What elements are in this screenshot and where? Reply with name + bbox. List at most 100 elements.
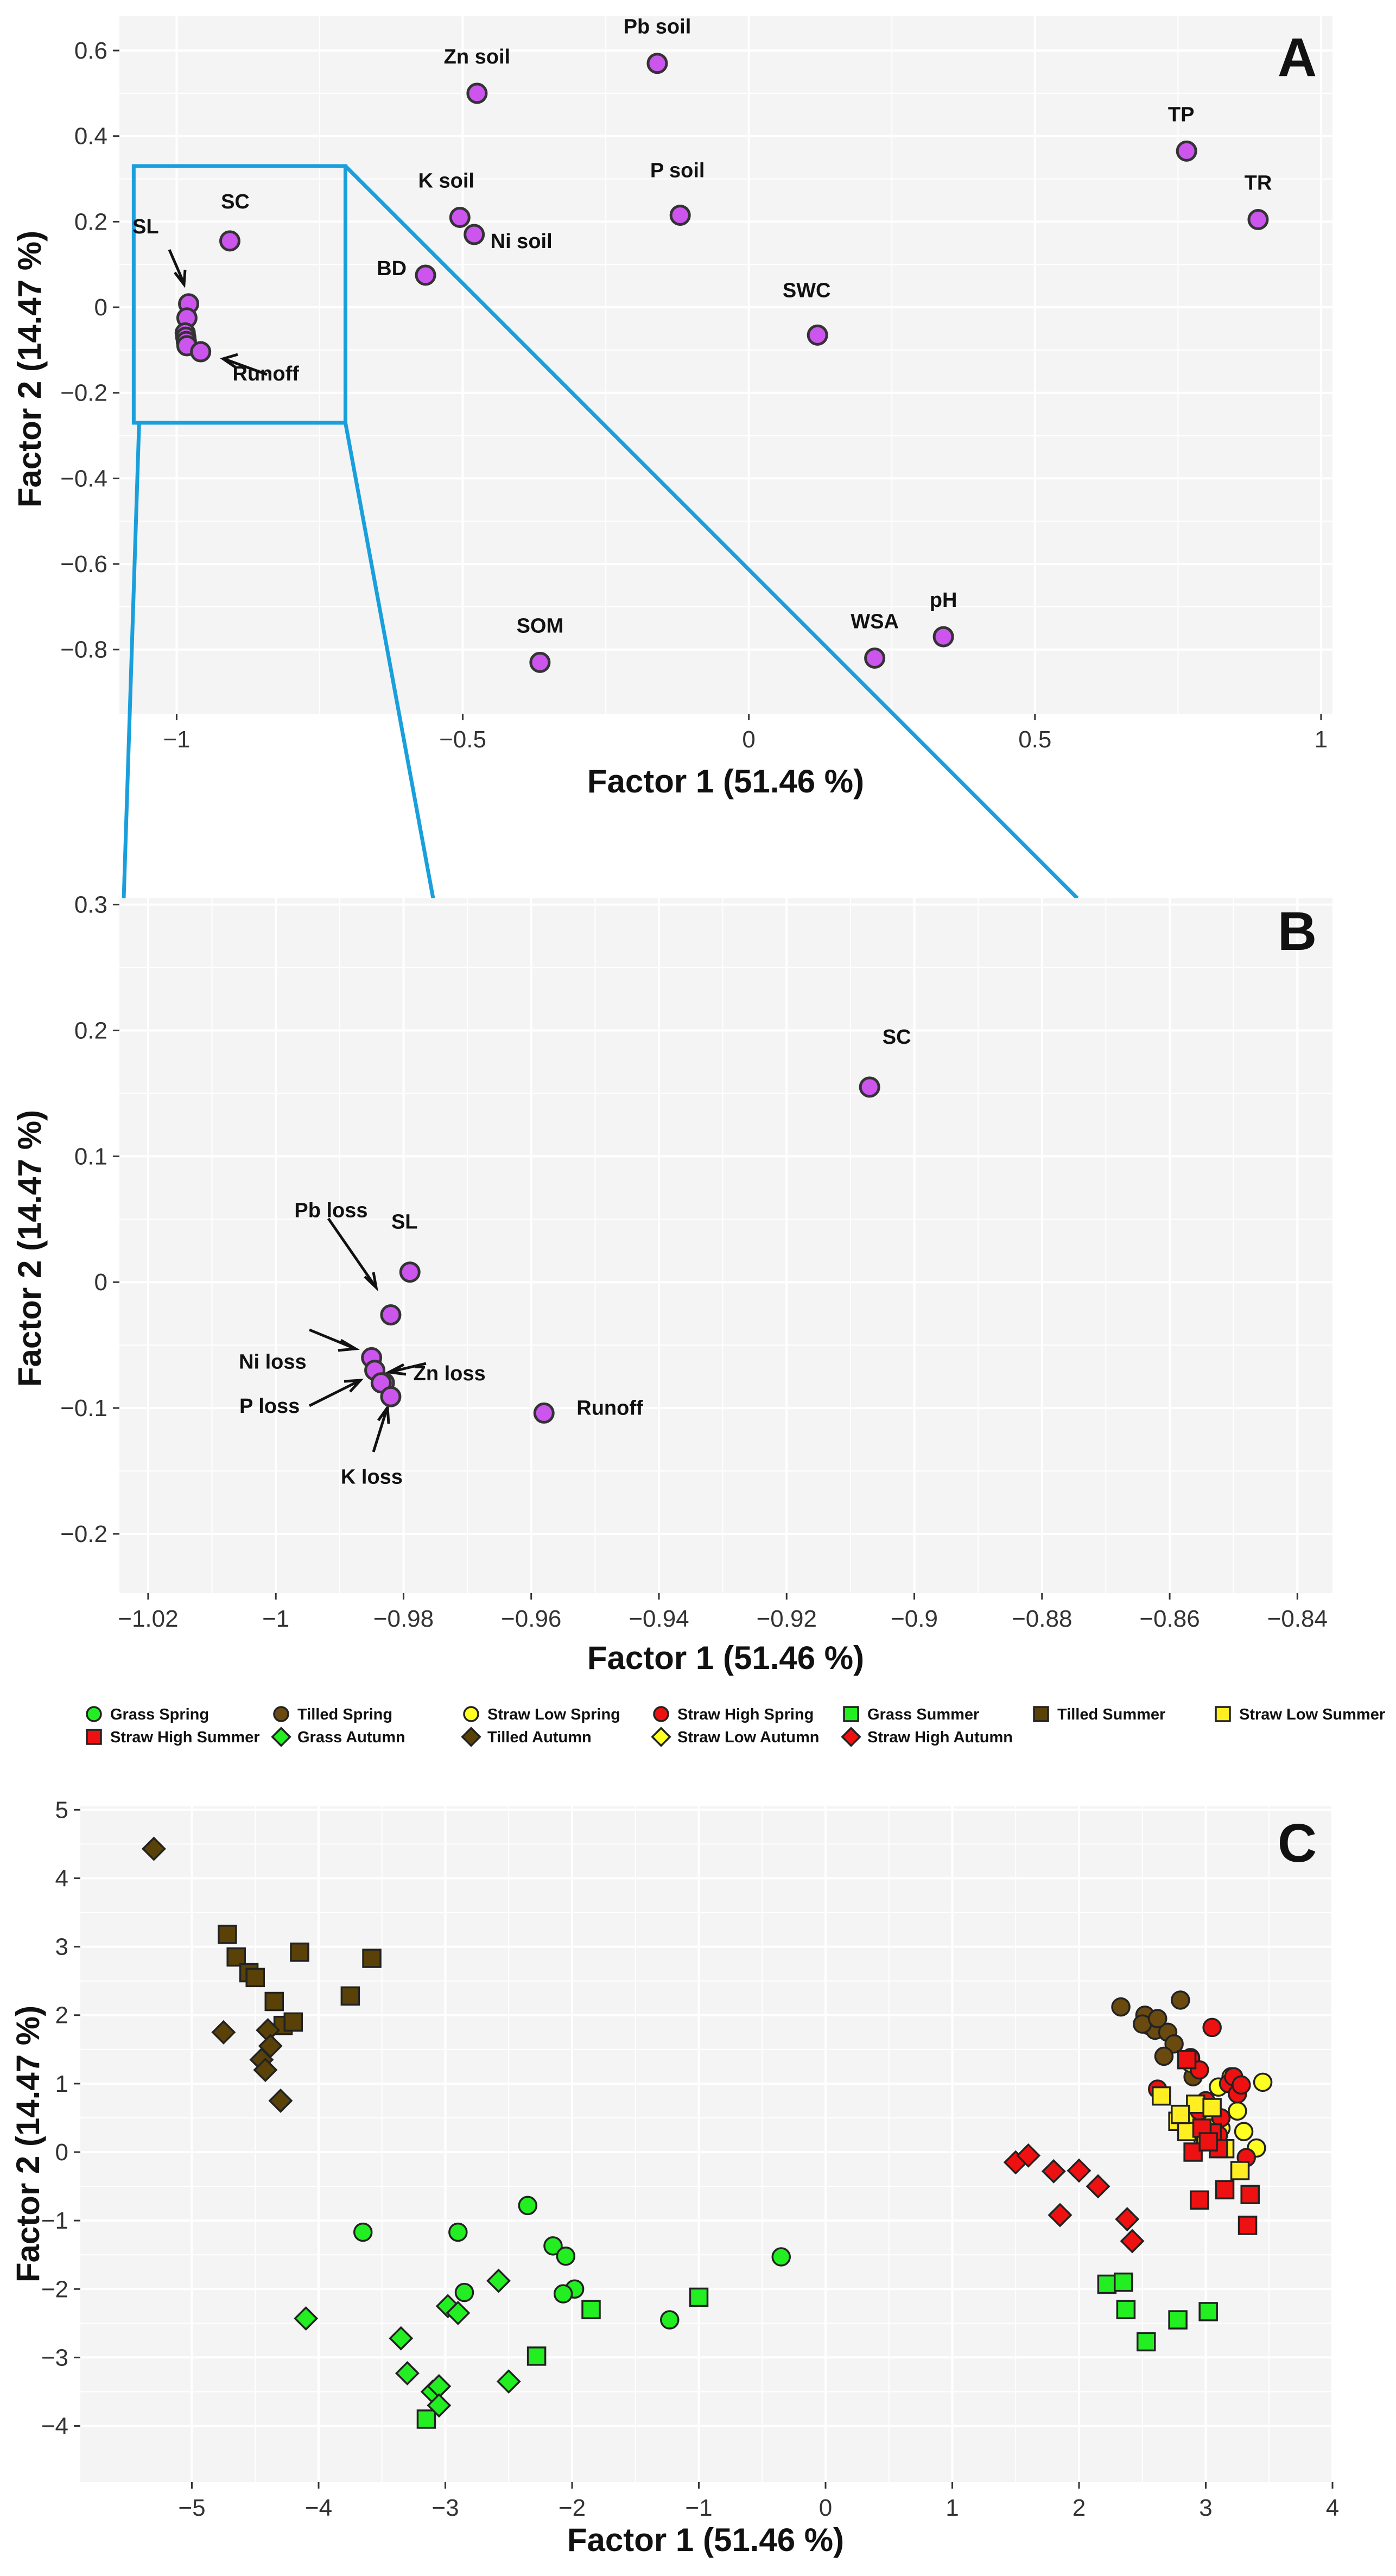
panel-b-letter: B bbox=[1278, 901, 1317, 962]
point-tr bbox=[1247, 208, 1269, 230]
point-straw-low-summer bbox=[1202, 2098, 1222, 2117]
point-bd bbox=[415, 264, 436, 286]
point-label: SL bbox=[391, 1211, 418, 1234]
x-tick-label: −5 bbox=[178, 2495, 205, 2521]
x-tick-label: 0 bbox=[819, 2495, 832, 2521]
point-grass-summer bbox=[526, 2346, 547, 2366]
y-tick-label: −0.6 bbox=[60, 551, 107, 578]
point-straw-low-summer bbox=[1230, 2161, 1250, 2180]
y-tick-label: 0 bbox=[94, 1269, 107, 1296]
point-straw-low-spring bbox=[1253, 2072, 1273, 2092]
point-straw-high-autumn bbox=[1115, 2207, 1140, 2232]
point-straw-high-summer bbox=[1215, 2180, 1235, 2200]
point-grass-autumn bbox=[294, 2306, 319, 2331]
y-tick-label: −0.2 bbox=[60, 1521, 107, 1547]
legend-item-straw-low-summer: Straw Low Summer bbox=[1215, 1706, 1385, 1723]
connector-left bbox=[122, 422, 141, 899]
y-tick-label: 0.6 bbox=[74, 37, 107, 64]
point-tilled-autumn bbox=[258, 2034, 283, 2058]
legend-label: Tilled Autumn bbox=[487, 1729, 592, 1746]
legend-marker bbox=[841, 1727, 861, 1747]
legend-item-straw-high-spring: Straw High Spring bbox=[653, 1706, 814, 1723]
legend-label: Grass Spring bbox=[110, 1706, 209, 1723]
point-tilled-spring bbox=[1164, 2034, 1184, 2054]
x-tick-label: −4 bbox=[305, 2495, 332, 2521]
point-grass-autumn bbox=[395, 2361, 420, 2385]
legend-label: Straw Low Autumn bbox=[677, 1729, 820, 1746]
point-sl bbox=[399, 1261, 421, 1283]
point-label: WSA bbox=[851, 611, 899, 633]
point-label: TR bbox=[1245, 172, 1272, 194]
x-tick-label: −0.96 bbox=[501, 1606, 561, 1632]
panel-b-scatter: SC SL Pb loss Ni loss Zn loss P loss K loss Run… bbox=[11, 892, 1332, 1676]
panel-a-y-axis-title: Factor 2 (14.47 %) bbox=[11, 231, 48, 507]
legend-label: Straw High Autumn bbox=[867, 1729, 1013, 1746]
point-grass-spring bbox=[518, 2196, 538, 2216]
point-label: P loss bbox=[239, 1395, 300, 1418]
legend-marker bbox=[1033, 1706, 1049, 1722]
legend-marker bbox=[86, 1729, 102, 1745]
point-tilled-autumn bbox=[268, 2088, 293, 2113]
point-runoff bbox=[190, 341, 212, 363]
y-tick-label: −0.8 bbox=[60, 637, 107, 663]
panel-a-letter: A bbox=[1278, 27, 1317, 88]
point-label: pH bbox=[930, 589, 957, 612]
point-grass-spring bbox=[353, 2222, 373, 2242]
legend-marker bbox=[461, 1727, 481, 1747]
panel-b-x-axis-title: Factor 1 (51.46 %) bbox=[587, 1640, 864, 1676]
legend-item-tilled-spring: Tilled Spring bbox=[273, 1706, 392, 1723]
point-wsa bbox=[864, 648, 886, 669]
point-grass-spring bbox=[553, 2284, 573, 2304]
point-label: Pb soil bbox=[624, 16, 691, 39]
x-tick-label: −1 bbox=[262, 1606, 289, 1632]
point-label: P soil bbox=[650, 160, 705, 182]
point-grass-summer bbox=[1113, 2272, 1133, 2292]
legend-item-grass-spring: Grass Spring bbox=[86, 1706, 209, 1723]
point-ph bbox=[932, 626, 954, 648]
legend-marker bbox=[653, 1706, 669, 1722]
point-tilled-summer bbox=[245, 1968, 265, 1988]
point-straw-low-summer bbox=[1152, 2086, 1171, 2106]
panel-b-y-axis-title: Factor 2 (14.47 %) bbox=[11, 1110, 48, 1387]
x-tick-label: 0 bbox=[742, 726, 755, 753]
point-label: K soil bbox=[418, 170, 474, 193]
y-tick-label: 0.2 bbox=[74, 1017, 107, 1044]
x-tick-label: −3 bbox=[432, 2495, 459, 2521]
point-label: Runoff bbox=[576, 1397, 643, 1419]
point-straw-high-summer bbox=[1198, 2132, 1218, 2152]
point-label: BD bbox=[377, 257, 407, 280]
x-tick-label: −0.98 bbox=[373, 1606, 434, 1632]
legend-label: Straw High Summer bbox=[110, 1729, 260, 1746]
point-tilled-spring bbox=[1154, 2046, 1174, 2066]
panel-a-background bbox=[119, 16, 1332, 714]
point-label: SC bbox=[883, 1026, 911, 1049]
point-label: SWC bbox=[783, 279, 831, 302]
legend-item-grass-summer: Grass Summer bbox=[843, 1706, 979, 1723]
y-tick-label: −4 bbox=[41, 2413, 68, 2440]
y-tick-label: 2 bbox=[55, 2002, 68, 2029]
panel-c-background bbox=[80, 1806, 1332, 2482]
point-straw-high-summer bbox=[1177, 2050, 1197, 2070]
point-straw-high-autumn bbox=[1048, 2203, 1073, 2228]
point-grass-spring bbox=[543, 2236, 563, 2256]
x-tick-label: −0.84 bbox=[1267, 1606, 1328, 1632]
x-tick-label: −0.88 bbox=[1012, 1606, 1072, 1632]
legend-marker bbox=[651, 1727, 671, 1747]
point-grass-autumn bbox=[496, 2369, 521, 2394]
connector-middle bbox=[343, 422, 435, 899]
point-sc bbox=[859, 1076, 880, 1098]
point-grass-autumn bbox=[389, 2326, 414, 2351]
point-pb-loss bbox=[380, 1304, 402, 1326]
point-grass-summer bbox=[1097, 2274, 1117, 2294]
y-tick-label: −1 bbox=[41, 2207, 68, 2234]
x-tick-label: −1 bbox=[685, 2495, 712, 2521]
legend-label: Grass Summer bbox=[867, 1706, 979, 1723]
point-grass-summer bbox=[1198, 2302, 1218, 2321]
point-tilled-summer bbox=[218, 1925, 237, 1944]
point-label: Zn soil bbox=[444, 46, 510, 68]
x-tick-label: −2 bbox=[559, 2495, 586, 2521]
point-tp bbox=[1176, 140, 1197, 162]
point-grass-summer bbox=[1137, 2332, 1156, 2352]
zoom-box bbox=[131, 164, 347, 425]
point-straw-high-autumn bbox=[1016, 2143, 1041, 2168]
